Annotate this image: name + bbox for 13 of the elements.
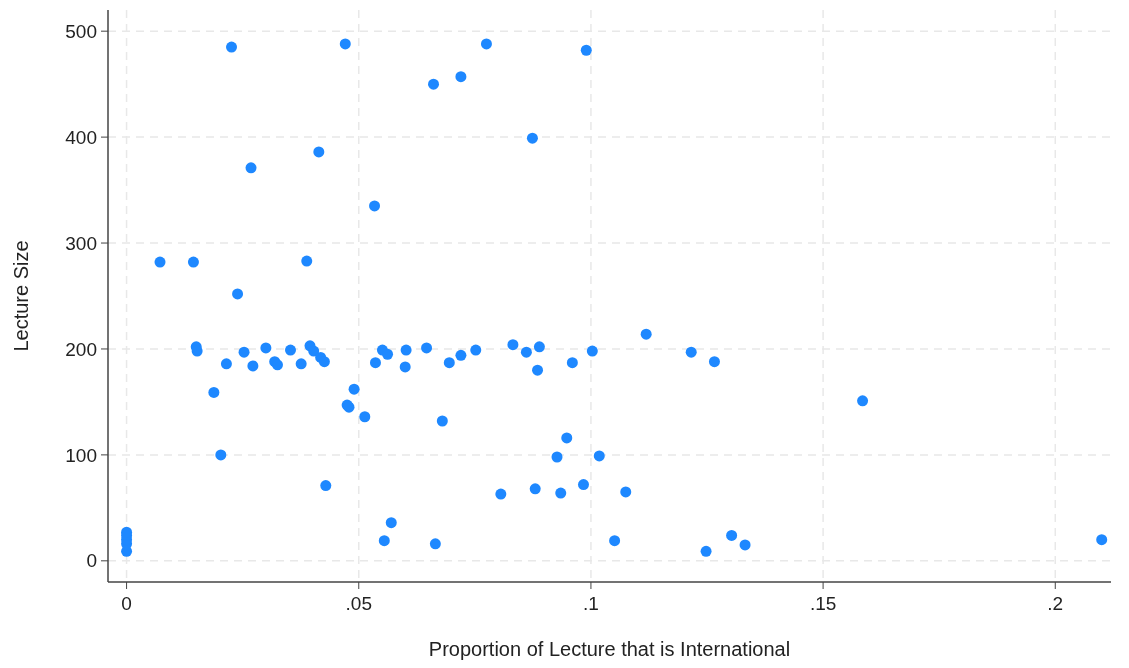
x-tick-label: .15 (809, 593, 837, 614)
x-tick-label: .2 (1047, 593, 1064, 614)
y-axis-title: Lecture Size (10, 240, 32, 352)
y-tick-label: 400 (65, 126, 97, 148)
x-tick-label: 0 (121, 593, 132, 614)
y-tick-label: 500 (65, 20, 97, 42)
x-tick-label: .1 (583, 593, 599, 614)
y-tick-label: 200 (65, 338, 97, 360)
y-tick-label: 0 (86, 550, 97, 572)
y-tick-label: 300 (65, 232, 97, 254)
y-tick-label: 100 (65, 444, 97, 466)
x-tick-label: .05 (345, 593, 372, 614)
x-axis-title: Proportion of Lecture that is International (428, 638, 791, 660)
